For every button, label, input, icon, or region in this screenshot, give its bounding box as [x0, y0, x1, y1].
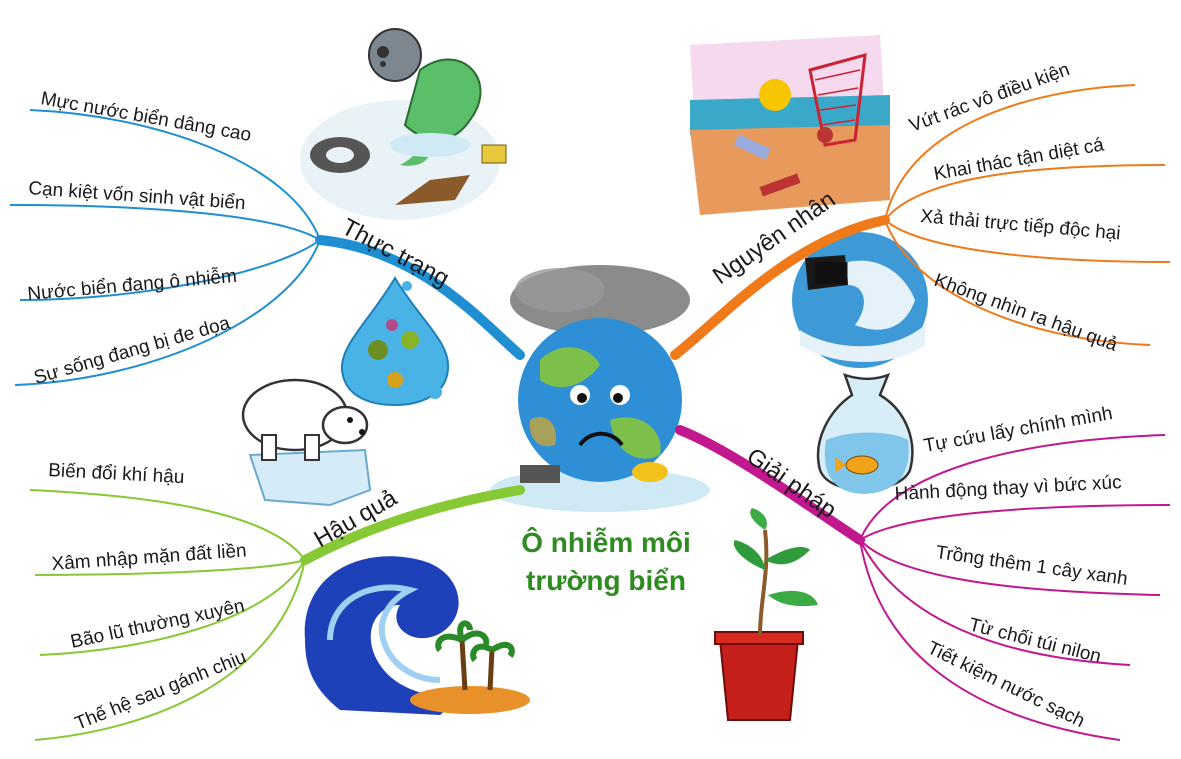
- hau-qua-item-1: Biến đổi khí hậu: [48, 460, 185, 488]
- giai-phap-item-1: Tự cứu lấy chính mình: [922, 403, 1114, 457]
- branch-thuc-trang: [9, 109, 525, 386]
- giai-phap-item-2: Hành động thay vì bức xúc: [894, 472, 1122, 505]
- hau-qua-item-3: Bão lũ thường xuyên: [69, 595, 247, 652]
- polar-bear-icon: [241, 378, 372, 507]
- center-title-line-1: Ô nhiễm môi: [521, 526, 691, 558]
- giai-phap-item-3: Trồng thêm 1 cây xanh: [934, 542, 1129, 590]
- thuc-trang-item-1: Mực nước biển dâng cao: [39, 88, 253, 146]
- nguyen-nhan-item-2: Khai thác tận diệt cá: [932, 134, 1106, 185]
- factory-pipe-icon: [792, 232, 928, 368]
- thuc-trang-item-4: Sự sống đang bị đe dọa: [32, 313, 233, 389]
- fish-bag-icon: [816, 372, 914, 494]
- tsunami-island-icon: [304, 556, 530, 715]
- hau-qua-item-4: Thế hệ sau gánh chịu: [72, 647, 249, 735]
- thuc-trang-item-3: Nước biển đang ô nhiễm: [27, 265, 238, 305]
- nguyen-nhan-item-3: Xả thải trực tiếp độc hại: [920, 206, 1122, 244]
- branch-nguyen-nhan: [670, 84, 1171, 360]
- beach-pollution-icon: [690, 35, 890, 215]
- sad-earth-icon: [490, 265, 710, 512]
- center-title-line-2: trường biển: [526, 565, 686, 596]
- branch-giai-phap: [675, 425, 1171, 741]
- water-drop-bacteria-icon: [340, 276, 450, 407]
- fish-gas-mask-icon: [300, 28, 507, 220]
- nguyen-nhan-item-1: Vứt rác vô điều kiện: [907, 59, 1073, 137]
- nguyen-nhan-item-4: Không nhìn ra hậu quả: [931, 270, 1120, 356]
- branch-hau-qua: [29, 485, 525, 741]
- plant-pot-icon: [714, 508, 818, 721]
